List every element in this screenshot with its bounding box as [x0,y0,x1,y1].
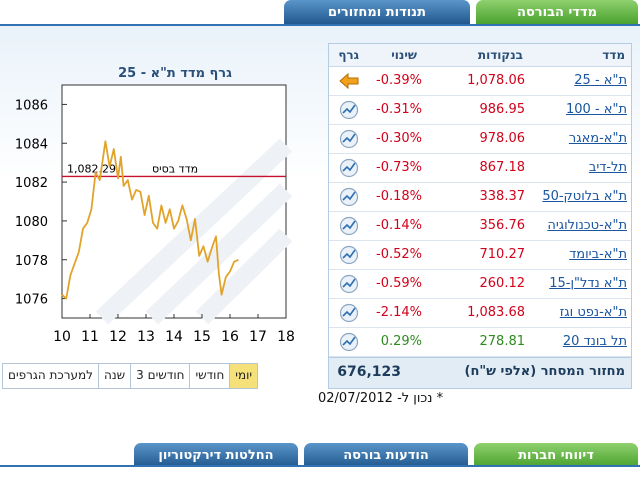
tab-board-decisions[interactable]: החלטות דירקטוריון [134,443,298,467]
header-name: מדד [602,48,625,62]
x-tick-label: 10 [53,329,71,345]
chart-icon[interactable] [339,187,359,207]
table-row: ת"א - 100 986.95 -0.31% [329,96,631,125]
header-value: בנקודות [477,48,523,62]
index-change: -0.14% [376,218,422,233]
y-tick-label: 1076 [15,293,48,308]
index-change: 0.29% [380,334,422,349]
index-value: 867.18 [479,160,526,175]
index-series-line [61,140,239,300]
range-buttons: למערכת הגרפים שנה 3 חודשים חודשי יומי [2,363,259,389]
index-value: 338.37 [479,189,526,204]
y-tick-label: 1078 [15,254,48,269]
watermark-stripe [195,228,293,325]
index-name-link[interactable]: ת"א - 25 [574,73,627,88]
chart-icon[interactable] [339,216,359,236]
tab-underline [0,24,640,26]
index-value: 986.95 [479,102,526,117]
chart-icon[interactable] [339,129,359,149]
x-tick-label: 13 [137,329,155,345]
index-name-link[interactable]: ת"א נדל"ן-15 [549,276,627,291]
three-months-button[interactable]: 3 חודשים [130,364,189,388]
index-change: -0.18% [376,189,422,204]
chart-icon[interactable] [339,332,359,352]
table-row: ת"א-ביומד 710.27 -0.52% [329,241,631,270]
chart-system-button[interactable]: למערכת הגרפים [8,368,94,382]
index-name-link[interactable]: ת"א-נפט וגז [559,305,627,320]
tab-volatility[interactable]: תנודות ומחזורים [284,0,470,24]
table-row: ת"א בלוטק-50 338.37 -0.18% [329,183,631,212]
index-name-link[interactable]: ת"א-ביומד [569,247,627,262]
table-row: ת"א-נפט וגז 1,083.68 -2.14% [329,299,631,328]
index-change: -0.52% [376,247,422,262]
chart-title: גרף מדד ת"א - 25 [118,66,232,81]
watermark-stripe [95,138,293,325]
y-tick-label: 1084 [15,137,48,152]
monthly-button[interactable]: חודשי [189,364,229,388]
x-tick-label: 11 [81,329,99,345]
x-tick-label: 15 [193,329,211,345]
index-value: 356.76 [479,218,526,233]
index-value: 978.06 [479,131,526,146]
tab-exchange-notices[interactable]: הודעות בורסה [304,443,468,467]
x-tick-label: 12 [109,329,127,345]
x-tick-label: 17 [249,329,267,345]
header-graph: גרף [338,48,359,62]
chart-icon[interactable] [339,245,359,265]
index-line-chart: 1076 1078 1080 1082 1084 1086 10 11 12 13 14 15 16 17… [15,84,295,345]
index-change: -0.39% [376,73,422,88]
table-row: ת"א נדל"ן-15 260.12 -0.59% [329,270,631,299]
y-tick-label: 1080 [15,215,48,230]
index-name-link[interactable]: תל בונד 20 [562,334,627,349]
index-change: -0.30% [376,131,422,146]
base-line-label: מדד בסיס [152,162,198,175]
x-tick-label: 16 [221,329,239,345]
chart-icon[interactable] [339,158,359,178]
tab-company-reports[interactable]: דיווחי חברות [474,443,638,467]
turnover-footer: מחזור המסחר (אלפי ש"ח) 676,123 [329,357,631,388]
turnover-value: 676,123 [337,364,401,380]
base-value-label: 1,082.29 [67,162,116,175]
index-value: 260.12 [479,276,526,291]
index-value: 1,078.06 [467,73,525,88]
index-value: 278.81 [479,334,526,349]
header-change: שינוי [391,48,417,62]
y-tick-label: 1082 [15,176,48,191]
index-change: -0.73% [376,160,422,175]
selected-arrow-icon[interactable] [339,71,359,91]
index-name-link[interactable]: ת"א-טכנולוגיה [547,218,627,233]
x-tick-label: 14 [165,329,183,345]
index-name-link[interactable]: ת"א-מאגר [568,131,627,146]
plot-area [61,84,287,319]
index-change: -0.31% [376,102,422,117]
tab-indices[interactable]: מדדי הבורסה [476,0,638,24]
x-tick-label: 18 [277,329,295,345]
table-row: ת"א-מאגר 978.06 -0.30% [329,125,631,154]
index-name-link[interactable]: תל-דיב [588,160,627,175]
y-tick-label: 1086 [15,98,48,113]
daily-button[interactable]: יומי [229,364,258,388]
year-button[interactable]: שנה [98,364,130,388]
table-row: תל-דיב 867.18 -0.73% [329,154,631,183]
chart-icon[interactable] [339,303,359,323]
index-change: -0.59% [376,276,422,291]
index-value: 1,083.68 [467,305,525,320]
index-name-link[interactable]: ת"א - 100 [566,102,627,117]
table-row: ת"א-טכנולוגיה 356.76 -0.14% [329,212,631,241]
turnover-label: מחזור המסחר (אלפי ש"ח) [464,364,626,379]
chart-icon[interactable] [339,100,359,120]
bottom-tab-underline [0,465,640,467]
chart-icon[interactable] [339,274,359,294]
table-row: תל בונד 20 278.81 0.29% [329,328,631,357]
table-row: ת"א - 25 1,078.06 -0.39% [329,67,631,96]
table-header: מדד בנקודות שינוי גרף [329,44,631,67]
indices-table: מדד בנקודות שינוי גרף ת"א - 25 1,078.06 -0… [328,43,632,389]
index-value: 710.27 [479,247,526,262]
watermark-stripe [145,183,293,325]
index-change: -2.14% [376,305,422,320]
date-note: * נכון ל- 02/07/2012 [318,391,444,406]
index-name-link[interactable]: ת"א בלוטק-50 [542,189,627,204]
